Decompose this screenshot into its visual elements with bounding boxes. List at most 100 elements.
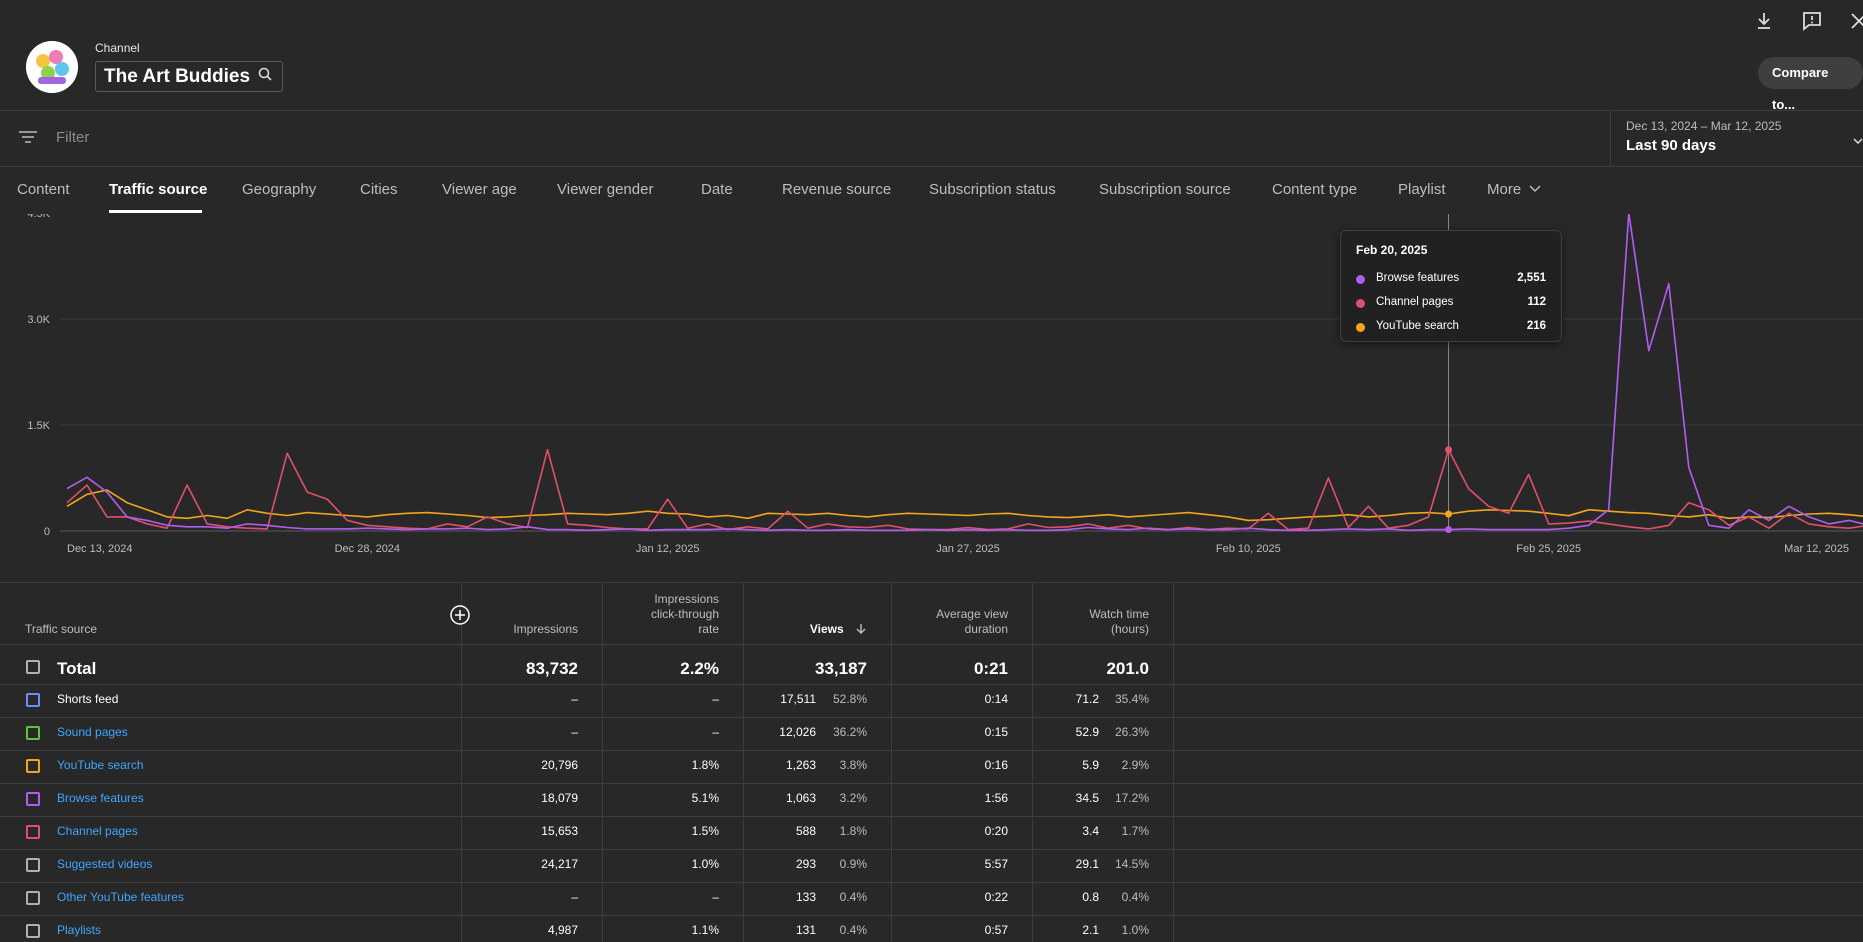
tab-geography[interactable]: Geography [242, 181, 317, 198]
cell-impressions: – [571, 890, 578, 904]
cell-views-pct: 1.8% [839, 824, 867, 838]
row-checkbox[interactable] [26, 891, 40, 905]
traffic-source-name[interactable]: Other YouTube features [57, 890, 184, 904]
tab-more[interactable]: More [1487, 181, 1541, 198]
traffic-source-name[interactable]: Playlists [57, 923, 102, 937]
row-checkbox[interactable] [26, 858, 40, 872]
cell-views: 1,063 [785, 791, 816, 805]
chevron-down-icon[interactable] [1853, 133, 1863, 145]
row-divider [0, 882, 1863, 883]
traffic-source-name[interactable]: Suggested videos [57, 857, 153, 871]
cell-ctr: – [712, 890, 719, 904]
header-ctr[interactable]: Impressions click-through rate [651, 592, 719, 637]
search-icon[interactable] [258, 67, 272, 86]
tab-date[interactable]: Date [701, 181, 733, 198]
cell-wt-pct: 26.3% [1114, 725, 1149, 739]
cell-impressions: 4,987 [547, 923, 578, 937]
row-checkbox[interactable] [26, 825, 40, 839]
feedback-icon[interactable] [1801, 10, 1823, 32]
header-views[interactable]: Views [810, 622, 867, 637]
header-traffic-source[interactable]: Traffic source [25, 622, 98, 636]
cell-wt-pct: 1.7% [1121, 824, 1149, 838]
row-checkbox[interactable] [26, 924, 40, 938]
cell-watch-time: 2.1 [1082, 923, 1099, 937]
date-picker[interactable] [1610, 110, 1863, 166]
tab-subscription-status[interactable]: Subscription status [929, 181, 1056, 198]
header-views-label: Views [809, 622, 844, 636]
cell-impressions: – [571, 725, 578, 739]
header-impressions[interactable]: Impressions [513, 622, 578, 636]
cell-avd: 5:57 [984, 857, 1008, 871]
series-line [66, 489, 1863, 522]
cell-impressions: – [571, 692, 578, 706]
total-impressions: 83,732 [526, 659, 578, 678]
row-checkbox[interactable] [26, 792, 40, 806]
close-icon[interactable] [1848, 10, 1863, 32]
row-checkbox[interactable] [26, 693, 40, 707]
cell-avd: 0:15 [984, 725, 1008, 739]
tooltip-series-value: 216 [1526, 320, 1546, 332]
traffic-source-name[interactable]: YouTube search [57, 758, 144, 772]
traffic-source-name[interactable]: Browse features [57, 791, 144, 805]
tab-viewer-age[interactable]: Viewer age [442, 181, 517, 198]
cell-views: 588 [795, 824, 816, 838]
cell-ctr: 1.0% [691, 857, 719, 871]
cell-impressions: 24,217 [541, 857, 578, 871]
download-icon[interactable] [1753, 10, 1775, 32]
header-watch-time[interactable]: Watch time (hours) [1089, 607, 1149, 637]
divider [0, 110, 1863, 111]
y-tick-label: 0 [44, 526, 50, 538]
cell-watch-time: 3.4 [1082, 824, 1099, 838]
compare-button[interactable]: Compare to... [1758, 57, 1863, 112]
tab-playlist[interactable]: Playlist [1398, 181, 1446, 198]
header-ctr-line: rate [698, 622, 719, 636]
channel-avatar[interactable] [26, 41, 78, 93]
cell-avd: 0:14 [984, 692, 1008, 706]
channel-selector[interactable]: The Art Buddies [95, 61, 284, 92]
column-divider [1032, 582, 1033, 942]
tab-traffic-source[interactable]: Traffic source [109, 181, 208, 198]
chart-svg: 0 1.5K 3.0K 4.5K Dec 13, 2024 Dec 28, 2024 Jan… [27, 208, 1863, 555]
tab-content[interactable]: Content [17, 181, 70, 198]
cell-ctr: 1.5% [691, 824, 719, 838]
cell-views: 17,511 [780, 692, 816, 706]
cell-ctr: 1.1% [691, 923, 719, 937]
tab-revenue-source[interactable]: Revenue source [782, 181, 892, 198]
traffic-source-name[interactable]: Channel pages [57, 824, 138, 838]
cell-wt-pct: 2.9% [1121, 758, 1149, 772]
filter-icon[interactable] [19, 130, 37, 144]
add-column-icon[interactable] [450, 605, 470, 625]
header-avg-view-duration[interactable]: Average view duration [936, 607, 1008, 637]
row-divider [0, 783, 1863, 784]
dimension-tabs: Content Traffic source Geography Cities … [0, 166, 1863, 214]
total-label: Total [57, 659, 97, 678]
tooltip-row: Channel pages 112 [1356, 296, 1546, 312]
header-wt-line: (hours) [1110, 622, 1149, 636]
y-tick-label: 4.5K [27, 214, 50, 220]
header-ctr-line: click-through [650, 607, 719, 621]
tab-subscription-source[interactable]: Subscription source [1099, 181, 1231, 198]
cell-wt-pct: 14.5% [1114, 857, 1149, 871]
tab-viewer-gender[interactable]: Viewer gender [557, 181, 654, 198]
tab-cities[interactable]: Cities [360, 181, 398, 198]
row-checkbox[interactable] [26, 759, 40, 773]
traffic-chart[interactable]: 0 1.5K 3.0K 4.5K Dec 13, 2024 Dec 28, 2024 Jan… [0, 208, 1863, 580]
active-tab-indicator [109, 210, 202, 213]
tooltip-series-name: Channel pages [1376, 296, 1454, 308]
cell-avd: 0:57 [984, 923, 1008, 937]
filter-input[interactable]: Filter [56, 129, 90, 146]
traffic-source-name[interactable]: Sound pages [57, 725, 128, 739]
row-checkbox[interactable] [26, 726, 40, 740]
channel-header: Channel The Art Buddies Compare to... [0, 0, 1863, 112]
cell-views-pct: 3.8% [839, 758, 867, 772]
tooltip-series-value: 2,551 [1517, 272, 1546, 284]
x-tick-label: Mar 12, 2025 [1784, 543, 1849, 555]
x-tick-label: Feb 25, 2025 [1516, 543, 1581, 555]
cell-wt-pct: 1.0% [1121, 923, 1149, 937]
row-divider [0, 717, 1863, 718]
tab-content-type[interactable]: Content type [1272, 181, 1358, 198]
cell-views-pct: 0.4% [839, 923, 867, 937]
total-ctr: 2.2% [680, 659, 719, 678]
chevron-down-icon [1529, 185, 1541, 193]
total-checkbox[interactable] [26, 660, 40, 674]
